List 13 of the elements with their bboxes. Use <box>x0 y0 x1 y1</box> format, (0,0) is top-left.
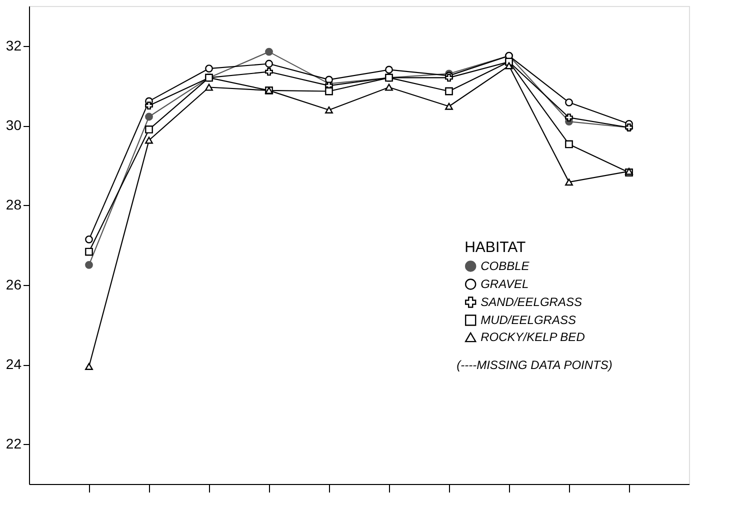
legend-label: ROCKY/KELP BED <box>480 330 586 344</box>
y-tick-label: 28 <box>6 196 22 213</box>
legend-title: HABITAT <box>464 239 526 256</box>
legend-label: COBBLE <box>480 259 530 274</box>
legend-label: MUD/EELGRASS <box>480 313 576 328</box>
y-tick-label: 26 <box>6 276 22 292</box>
legend-label: GRAVEL <box>480 277 529 292</box>
y-tick-label: 24 <box>6 356 22 372</box>
y-tick-label: 32 <box>6 37 22 54</box>
y-tick-label: 30 <box>6 117 22 133</box>
legend-label: SAND/EELGRASS <box>480 295 582 310</box>
annotation: (----MISSING DATA POINTS) <box>456 358 612 372</box>
y-tick-label: 22 <box>6 436 22 452</box>
